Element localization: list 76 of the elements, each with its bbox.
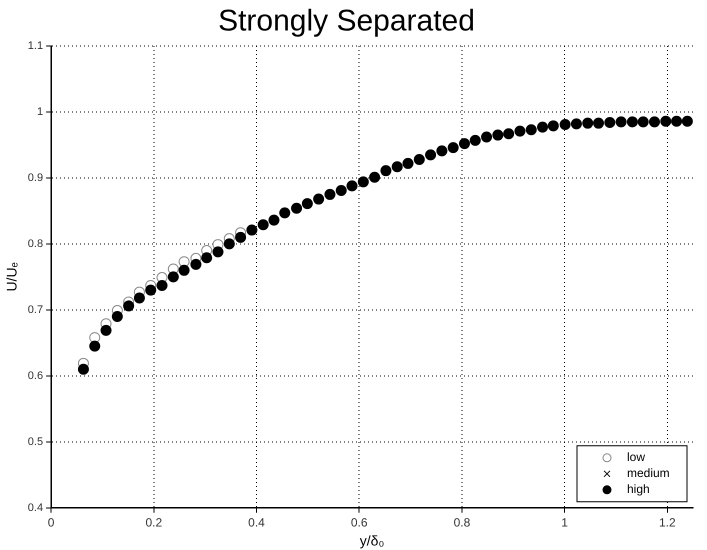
x-axis-title: y/δ₀: [360, 532, 384, 548]
y-tick-label: 0.4: [28, 502, 44, 514]
point: [492, 130, 504, 141]
point: [112, 310, 123, 322]
point: [593, 118, 604, 129]
point: [604, 117, 616, 128]
point: [380, 165, 392, 176]
point: [324, 188, 336, 200]
point: [671, 116, 682, 127]
point: [638, 116, 649, 128]
point: [660, 116, 672, 127]
point: [548, 120, 559, 132]
point: [235, 232, 246, 243]
point: [392, 161, 403, 172]
point: [212, 246, 224, 258]
point: [336, 184, 347, 196]
point: [425, 149, 436, 160]
point: [201, 252, 212, 264]
x-tick-label: 0: [48, 515, 55, 530]
point: [648, 116, 660, 128]
chart-title: Strongly Separated: [218, 4, 475, 38]
y-tick-label: 0.9: [28, 172, 44, 184]
point: [626, 116, 638, 128]
point: [134, 292, 145, 304]
point: [358, 176, 369, 188]
point: [503, 128, 514, 140]
y-axis-title: U/Uₑ: [3, 262, 20, 292]
point: [89, 340, 100, 352]
point: [514, 126, 526, 137]
point: [402, 158, 414, 169]
point: [279, 207, 290, 218]
point: [616, 116, 627, 128]
point: [448, 142, 459, 154]
point: [168, 271, 179, 282]
legend-label: medium: [627, 466, 670, 480]
point: [470, 134, 481, 146]
point: [458, 138, 470, 150]
x-tick-label: 0.4: [248, 515, 266, 530]
point: [100, 324, 112, 336]
point: [190, 258, 202, 270]
y-tick-label: 1: [36, 106, 44, 118]
y-tick-label: 0.5: [28, 436, 44, 448]
legend-label: low: [627, 450, 646, 464]
point: [224, 238, 235, 250]
point: [570, 118, 582, 130]
point: [414, 154, 425, 165]
x-tick-label: 0.6: [350, 515, 368, 530]
point: [268, 214, 280, 226]
point: [258, 219, 269, 230]
point: [346, 180, 358, 192]
x-tick-label: 0.2: [145, 515, 162, 530]
point: [302, 198, 313, 210]
y-tick-label: 1.1: [28, 40, 44, 52]
point: [78, 364, 89, 375]
point: [537, 122, 548, 133]
point: [178, 264, 190, 276]
point: [123, 300, 134, 312]
point: [156, 280, 168, 291]
x-tick-label: 1.2: [658, 515, 676, 530]
y-tick-label: 0.6: [28, 370, 44, 382]
point: [436, 145, 448, 156]
x-tick-label: 1: [561, 515, 568, 530]
point: [682, 116, 693, 127]
point: [582, 118, 594, 129]
x-tick-label: 0.8: [454, 515, 471, 530]
point: [526, 124, 537, 136]
point: [291, 202, 302, 214]
point: [560, 119, 571, 130]
legend-label: high: [627, 482, 650, 496]
y-tick-label: 0.7: [28, 304, 44, 316]
point: [145, 284, 156, 296]
point: [369, 172, 380, 183]
y-tick-label: 0.8: [28, 238, 44, 250]
point: [481, 132, 492, 143]
point: [313, 194, 324, 205]
point: [246, 224, 258, 236]
